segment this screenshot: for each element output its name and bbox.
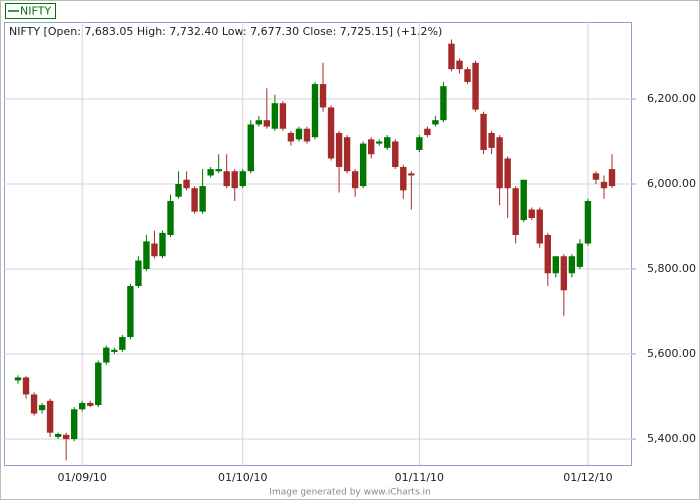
candle-body xyxy=(215,169,222,172)
candle-body xyxy=(303,128,311,142)
chart-title: NIFTY [Open: 7,683.05 High: 7,732.40 Low… xyxy=(9,25,442,38)
candle-body xyxy=(456,60,463,70)
candle-body xyxy=(135,260,142,287)
candle-body xyxy=(600,181,608,189)
candle-body xyxy=(103,347,110,363)
candle-body xyxy=(464,69,471,82)
candle-body xyxy=(183,179,190,189)
candle-body xyxy=(351,171,359,189)
candle-body xyxy=(536,209,543,244)
candle-body xyxy=(247,124,254,172)
candle-body xyxy=(544,234,551,274)
candle-body xyxy=(295,128,303,140)
candle-body xyxy=(255,120,263,125)
candle-body xyxy=(376,141,383,144)
candle-body xyxy=(327,107,335,159)
candle-body xyxy=(38,405,46,411)
candle-body xyxy=(608,169,616,187)
candle-body xyxy=(199,186,206,212)
candle-body xyxy=(223,171,230,187)
candle-body xyxy=(151,243,158,257)
candle-body xyxy=(319,84,327,108)
candle-body xyxy=(311,84,319,138)
candle-body xyxy=(263,120,271,127)
candle-body xyxy=(335,132,343,167)
candle-body xyxy=(30,394,38,414)
candle-body xyxy=(46,400,54,433)
x-tick-label: 01/11/10 xyxy=(395,471,444,484)
candle-body xyxy=(584,200,592,244)
candle-body xyxy=(119,337,126,350)
candle-body xyxy=(70,409,78,440)
candle-body xyxy=(472,62,479,110)
candle-body xyxy=(424,128,431,136)
candle-body xyxy=(343,137,351,172)
candle-body xyxy=(239,171,246,187)
candle-body xyxy=(87,402,94,406)
y-tick-label: 5,600.00 xyxy=(647,347,696,360)
candle-body xyxy=(159,232,166,257)
legend xyxy=(5,3,56,19)
legend-label: NIFTY xyxy=(20,5,51,18)
candle-body xyxy=(127,286,134,338)
candle-body xyxy=(552,256,560,274)
candle-body xyxy=(367,139,375,155)
candle-body xyxy=(62,434,70,440)
candle-body xyxy=(520,179,527,221)
title-bg xyxy=(5,23,415,41)
candle-body xyxy=(448,43,455,70)
candle-body xyxy=(191,188,198,212)
y-tick-label: 6,000.00 xyxy=(647,177,696,190)
candle-body xyxy=(79,402,86,410)
candle-body xyxy=(54,433,62,437)
footer: Image generated by www.iCharts.in xyxy=(269,488,430,498)
candle-body xyxy=(480,113,487,150)
candle-body xyxy=(14,377,22,381)
x-tick-label: 01/12/10 xyxy=(563,471,612,484)
candle-body xyxy=(359,143,367,187)
y-tick-label: 6,200.00 xyxy=(647,92,696,105)
x-tick-label: 01/10/10 xyxy=(218,471,267,484)
candle-body xyxy=(95,362,102,406)
candle-body xyxy=(175,183,182,197)
candle-body xyxy=(231,171,238,189)
candle-body xyxy=(408,173,415,176)
candle-body xyxy=(384,137,391,148)
candle-body xyxy=(22,377,30,395)
candle-body xyxy=(488,132,495,148)
candle-body xyxy=(592,173,600,180)
candle-body xyxy=(143,241,150,270)
candle-body xyxy=(400,166,407,191)
candle-body xyxy=(279,103,287,129)
candle-body xyxy=(271,103,279,129)
candle-body xyxy=(576,243,584,267)
candle-body xyxy=(287,132,295,142)
candle-body xyxy=(167,200,174,235)
candle-body xyxy=(568,256,576,274)
candle-body xyxy=(392,141,399,167)
candle-body xyxy=(432,120,439,125)
x-tick-label: 01/09/10 xyxy=(58,471,107,484)
candles xyxy=(14,39,616,461)
candle-body xyxy=(512,188,519,235)
candle-body xyxy=(504,158,511,189)
candle-body xyxy=(111,349,118,352)
candle-body xyxy=(496,137,503,189)
candle-body xyxy=(440,86,447,121)
candle-body xyxy=(560,256,568,291)
candle-body xyxy=(528,209,535,218)
candle-body xyxy=(416,137,423,150)
y-tick-label: 5,400.00 xyxy=(647,432,696,445)
y-tick-label: 5,800.00 xyxy=(647,262,696,275)
candle-body xyxy=(207,169,214,176)
